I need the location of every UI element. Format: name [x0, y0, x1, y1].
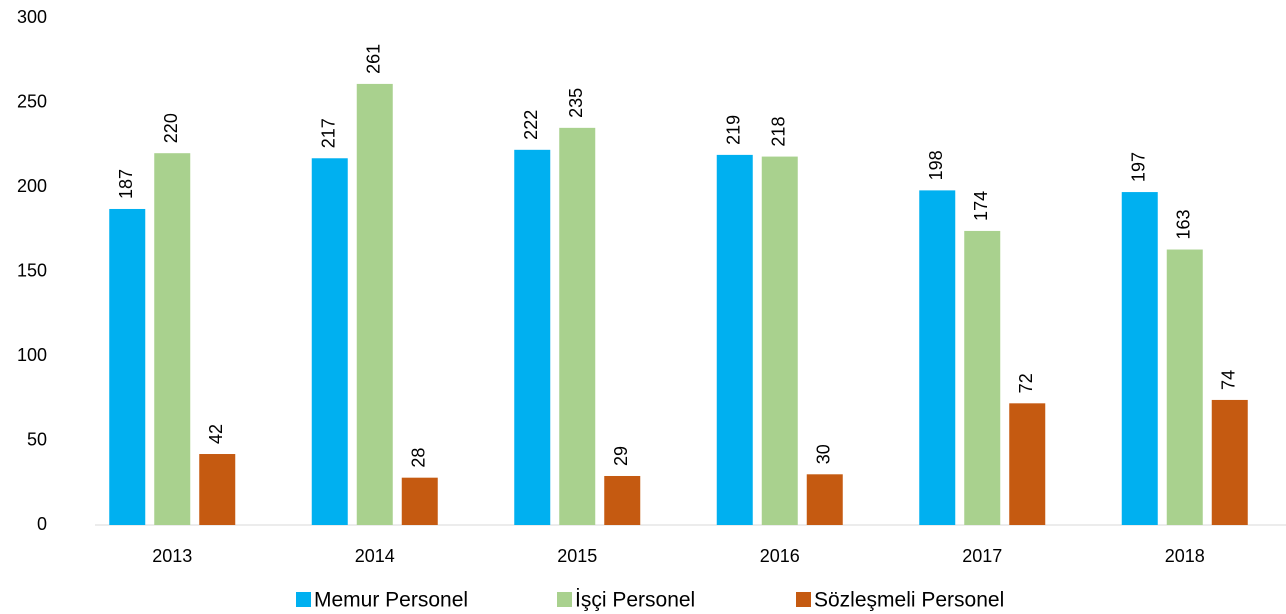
- data-label: 197: [1129, 152, 1149, 182]
- bar: [1009, 403, 1046, 525]
- bar: [514, 149, 551, 525]
- data-label: 220: [161, 113, 181, 143]
- x-tick-label: 2018: [1165, 546, 1205, 566]
- x-tick-label: 2015: [557, 546, 597, 566]
- data-label: 42: [206, 424, 226, 444]
- y-tick-label: 250: [17, 91, 47, 111]
- bar: [761, 156, 798, 525]
- y-tick-label: 100: [17, 345, 47, 365]
- legend-swatch: [296, 592, 311, 607]
- data-label: 28: [409, 448, 429, 468]
- bar: [604, 475, 641, 525]
- x-tick-label: 2013: [152, 546, 192, 566]
- y-tick-label: 50: [27, 429, 47, 449]
- legend-swatch: [796, 592, 811, 607]
- data-label: 30: [814, 444, 834, 464]
- bar: [559, 127, 596, 525]
- x-tick-label: 2016: [760, 546, 800, 566]
- y-tick-label: 300: [17, 7, 47, 27]
- data-label: 217: [319, 118, 339, 148]
- legend-swatch: [557, 592, 572, 607]
- y-tick-label: 150: [17, 260, 47, 280]
- data-label: 261: [364, 44, 384, 74]
- bar: [199, 454, 236, 525]
- data-label: 72: [1016, 373, 1036, 393]
- bar: [716, 154, 753, 525]
- legend-label: Memur Personel: [314, 589, 468, 612]
- x-tick-label: 2014: [355, 546, 395, 566]
- y-tick-label: 0: [37, 514, 47, 534]
- data-label: 74: [1219, 370, 1239, 390]
- data-label: 29: [611, 446, 631, 466]
- data-label: 187: [116, 169, 136, 199]
- data-label: 198: [926, 150, 946, 180]
- bar: [1121, 192, 1158, 525]
- data-label: 218: [769, 117, 789, 147]
- bar: [154, 153, 191, 525]
- legend-label: Sözleşmeli Personel: [814, 589, 1004, 612]
- bar: [919, 190, 956, 525]
- bar: [1166, 249, 1203, 525]
- bar: [109, 208, 146, 525]
- legend-label: İşçi Personel: [575, 589, 695, 612]
- y-tick-label: 200: [17, 176, 47, 196]
- data-label: 174: [971, 191, 991, 221]
- bar: [356, 83, 393, 525]
- bar: [311, 158, 348, 525]
- data-label: 222: [521, 110, 541, 140]
- bar: [964, 230, 1001, 525]
- bar: [401, 477, 438, 525]
- legend: Memur Personel İşçi Personel Sözleşmeli Pe…: [296, 589, 1004, 612]
- data-label: 163: [1174, 209, 1194, 239]
- x-tick-label: 2017: [962, 546, 1002, 566]
- data-label: 219: [724, 115, 744, 145]
- data-label: 235: [566, 88, 586, 118]
- bar: [1211, 399, 1248, 525]
- bar: [806, 474, 843, 525]
